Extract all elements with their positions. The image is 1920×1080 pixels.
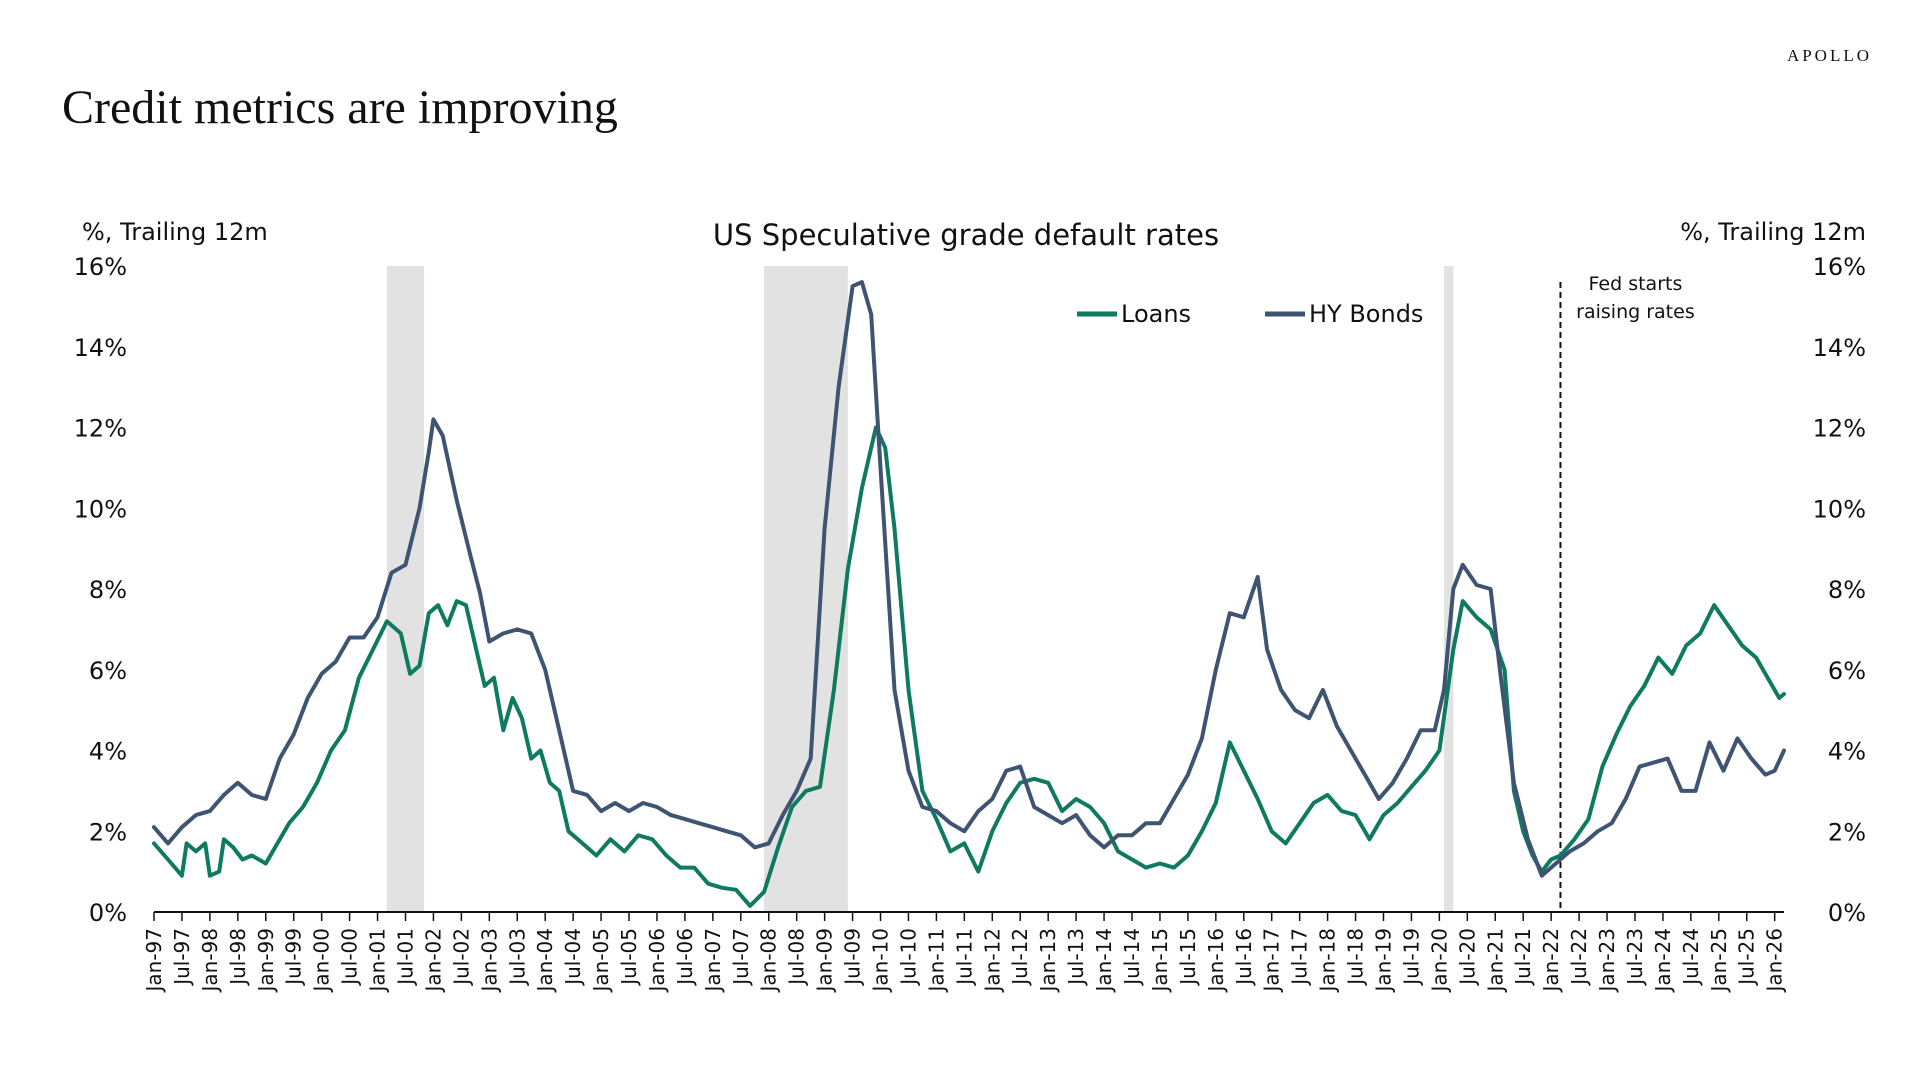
x-tick-label-jul-14: Jul-14 — [1120, 928, 1144, 987]
x-tick-label-jan-98: Jan-98 — [198, 928, 222, 994]
x-tick-label-jan-02: Jan-02 — [421, 928, 445, 994]
y-tick-left-6: 6% — [89, 657, 127, 685]
x-tick-label-jul-97: Jul-97 — [170, 928, 194, 987]
x-tick-label-jul-99: Jul-99 — [282, 928, 306, 987]
series-line-loans — [152, 425, 1786, 908]
x-tick-label-jan-20: Jan-20 — [1427, 928, 1451, 994]
x-tick-label-jul-21: Jul-21 — [1511, 928, 1535, 987]
x-tick-label-jul-00: Jul-00 — [338, 928, 362, 987]
y-tick-left-14: 14% — [74, 334, 127, 362]
fed-annotation: Fed starts raising rates — [1559, 273, 1695, 912]
y-tick-right-0: 0% — [1828, 899, 1866, 927]
x-tick-label-jan-25: Jan-25 — [1707, 928, 1731, 994]
y-tick-right-8: 8% — [1828, 576, 1866, 604]
x-tick-label-jul-25: Jul-25 — [1735, 928, 1759, 987]
x-tick-label-jul-02: Jul-02 — [449, 928, 473, 987]
x-tick-label-jul-12: Jul-12 — [1008, 928, 1032, 987]
y-tick-left-8: 8% — [89, 576, 127, 604]
y-axis-label-left: %, Trailing 12m — [82, 218, 268, 246]
x-tick-label-jan-07: Jan-07 — [701, 928, 725, 994]
fed-annotation-text-2: raising rates — [1576, 301, 1695, 323]
x-tick-label-jan-04: Jan-04 — [533, 928, 557, 994]
x-tick-label-jul-06: Jul-06 — [673, 928, 697, 987]
x-tick-label-jul-08: Jul-08 — [785, 928, 809, 987]
x-tick-label-jul-19: Jul-19 — [1399, 928, 1423, 987]
x-tick-label-jul-13: Jul-13 — [1064, 928, 1088, 987]
x-tick-label-jan-24: Jan-24 — [1651, 928, 1675, 994]
y-tick-right-2: 2% — [1828, 818, 1866, 846]
x-tick-label-jul-07: Jul-07 — [729, 928, 753, 987]
chart-title: US Speculative grade default rates — [713, 218, 1219, 252]
x-tick-label-jan-23: Jan-23 — [1595, 928, 1619, 994]
x-tick-label-jan-97: Jan-97 — [142, 928, 166, 994]
series-lines — [152, 280, 1786, 908]
x-tick-label-jul-18: Jul-18 — [1344, 928, 1368, 987]
x-tick-label-jan-22: Jan-22 — [1539, 928, 1563, 994]
brand-logo: APOLLO — [1786, 46, 1872, 65]
x-tick-label-jul-11: Jul-11 — [952, 928, 976, 987]
x-tick-label-jan-21: Jan-21 — [1483, 928, 1507, 994]
legend-label-hy-bonds: HY Bonds — [1309, 300, 1423, 328]
x-tick-label-jul-23: Jul-23 — [1623, 928, 1647, 987]
axes: 0% 0% 2% 2% 4% 4% 6% 6% 8% 8% 10% 10% 12% 12% 14% 14% 16… — [74, 253, 1866, 994]
y-tick-left-16: 16% — [74, 253, 127, 281]
x-tick-label-jan-15: Jan-15 — [1148, 928, 1172, 994]
x-tick-label-jul-01: Jul-01 — [394, 928, 418, 987]
x-tick-label-jan-06: Jan-06 — [645, 928, 669, 994]
x-tick-label-jan-10: Jan-10 — [869, 928, 893, 994]
x-tick-label-jul-98: Jul-98 — [226, 928, 250, 987]
y-tick-left-4: 4% — [89, 738, 127, 766]
x-tick-label-jul-09: Jul-09 — [841, 928, 865, 987]
y-tick-right-4: 4% — [1828, 738, 1866, 766]
x-tick-label-jan-12: Jan-12 — [980, 928, 1004, 994]
x-tick-label-jul-20: Jul-20 — [1455, 928, 1479, 987]
x-tick-label-jan-01: Jan-01 — [366, 928, 390, 994]
x-tick-label-jul-10: Jul-10 — [897, 928, 921, 987]
x-tick-label-jul-04: Jul-04 — [561, 928, 585, 987]
x-tick-label-jan-16: Jan-16 — [1204, 928, 1228, 994]
x-tick-label-jul-22: Jul-22 — [1567, 928, 1591, 987]
legend-label-loans: Loans — [1121, 300, 1191, 328]
recession-band-1 — [386, 266, 425, 912]
x-tick-label-jan-00: Jan-00 — [310, 928, 334, 994]
x-tick-label-jan-08: Jan-08 — [757, 928, 781, 994]
y-axis-label-right: %, Trailing 12m — [1680, 218, 1866, 246]
fed-annotation-text-1: Fed starts — [1589, 273, 1683, 295]
x-tick-label-jul-03: Jul-03 — [505, 928, 529, 987]
x-tick-label-jan-14: Jan-14 — [1092, 928, 1116, 994]
x-tick-label-jul-17: Jul-17 — [1288, 928, 1312, 987]
x-tick-label-jan-05: Jan-05 — [589, 928, 613, 994]
y-tick-left-12: 12% — [74, 415, 127, 443]
series-line-hy-bonds — [152, 280, 1786, 878]
x-tick-label-jan-13: Jan-13 — [1036, 928, 1060, 994]
y-tick-right-6: 6% — [1828, 657, 1866, 685]
x-tick-label-jul-16: Jul-16 — [1232, 928, 1256, 987]
x-tick-label-jan-17: Jan-17 — [1260, 928, 1284, 994]
x-tick-label-jan-99: Jan-99 — [254, 928, 278, 994]
x-tick-label-jan-26: Jan-26 — [1763, 928, 1787, 994]
y-tick-right-14: 14% — [1813, 334, 1866, 362]
y-tick-right-12: 12% — [1813, 415, 1866, 443]
recession-shading — [386, 266, 1454, 912]
x-tick-label-jul-15: Jul-15 — [1176, 928, 1200, 987]
x-tick-label-jan-18: Jan-18 — [1316, 928, 1340, 994]
x-tick-label-jul-05: Jul-05 — [617, 928, 641, 987]
page-title: Credit metrics are improving — [62, 81, 618, 134]
y-tick-left-0: 0% — [89, 899, 127, 927]
x-tick-label-jan-19: Jan-19 — [1372, 928, 1396, 994]
legend: Loans HY Bonds — [1077, 300, 1423, 328]
recession-band-3 — [1444, 266, 1454, 912]
x-tick-label-jan-03: Jan-03 — [477, 928, 501, 994]
y-tick-left-2: 2% — [89, 818, 127, 846]
x-tick-label-jul-24: Jul-24 — [1679, 928, 1703, 987]
x-tick-label-jan-11: Jan-11 — [924, 928, 948, 994]
y-tick-right-16: 16% — [1813, 253, 1866, 281]
y-tick-left-10: 10% — [74, 495, 127, 523]
x-tick-label-jan-09: Jan-09 — [813, 928, 837, 994]
y-tick-right-10: 10% — [1813, 495, 1866, 523]
recession-band-2 — [764, 266, 848, 912]
